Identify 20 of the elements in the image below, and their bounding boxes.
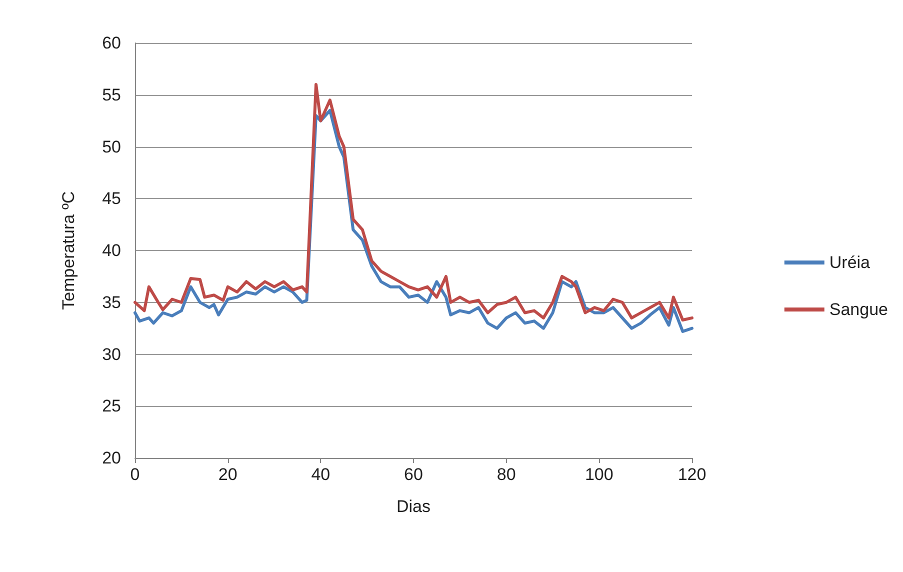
- x-tick-label: 20: [218, 465, 238, 484]
- y-tick-label: 50: [102, 137, 121, 156]
- y-tick-label: 40: [102, 241, 121, 260]
- y-axis-title: Temperatura ºC: [59, 191, 78, 310]
- x-tick-label: 40: [311, 465, 330, 484]
- y-tick-label: 60: [102, 34, 121, 52]
- x-tick-label: 80: [496, 465, 516, 484]
- legend-label: Uréia: [829, 253, 871, 272]
- y-tick-label: 30: [102, 344, 121, 364]
- y-tick-label: 20: [102, 448, 121, 468]
- legend-label: Sangue: [829, 300, 888, 319]
- y-tick-label: 55: [102, 85, 121, 104]
- x-tick-label: 60: [404, 465, 423, 484]
- y-tick-label: 25: [102, 396, 121, 416]
- x-tick-label: 100: [584, 465, 614, 484]
- y-tick-label: 45: [102, 189, 121, 208]
- x-tick-label: 0: [130, 465, 140, 484]
- y-tick-label: 35: [102, 292, 121, 312]
- x-axis-title: Dias: [396, 497, 431, 516]
- x-tick-label: 120: [678, 465, 706, 484]
